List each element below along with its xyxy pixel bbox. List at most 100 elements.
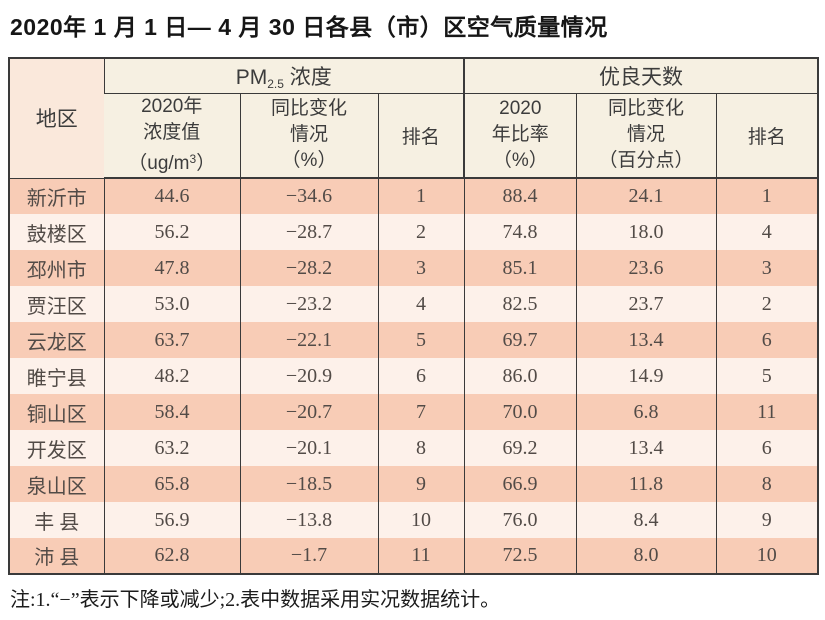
air-quality-table: 地区 PM2.5 浓度 优良天数 2020年 浓度值 （ug/m3） 同比变化 … bbox=[8, 57, 820, 575]
cell-good-change: 13.4 bbox=[575, 430, 717, 466]
table-row: 云龙区 63.7 −22.1 5 69.7 13.4 6 bbox=[9, 322, 819, 358]
cell-pm-rank: 3 bbox=[377, 250, 465, 286]
page-title: 2020年 1 月 1 日— 4 月 30 日各县（市）区空气质量情况 bbox=[10, 14, 608, 40]
cell-pm-rank: 1 bbox=[377, 178, 465, 214]
table-row: 鼓楼区 56.2 −28.7 2 74.8 18.0 4 bbox=[9, 214, 819, 250]
col-group-good-days: 优良天数 bbox=[463, 58, 819, 94]
cell-good-rank: 10 bbox=[715, 538, 819, 574]
col-group-pm25: PM2.5 浓度 bbox=[103, 58, 465, 94]
cell-pm-rank: 10 bbox=[377, 502, 465, 538]
cell-good-change: 8.0 bbox=[575, 538, 717, 574]
cell-good-change: 11.8 bbox=[575, 466, 717, 502]
cell-good-change: 23.6 bbox=[575, 250, 717, 286]
table-row: 新沂市 44.6 −34.6 1 88.4 24.1 1 bbox=[9, 178, 819, 214]
cell-pm-value: 47.8 bbox=[103, 250, 240, 286]
cell-pm-rank: 11 bbox=[377, 538, 465, 574]
cell-good-rank: 9 bbox=[715, 502, 819, 538]
cell-good-change: 14.9 bbox=[575, 358, 717, 394]
cell-pm-rank: 6 bbox=[377, 358, 465, 394]
col-header-pm-change: 同比变化 情况 （%） bbox=[239, 93, 378, 179]
cell-pm-change: −18.5 bbox=[239, 466, 378, 502]
cell-region: 丰 县 bbox=[34, 511, 80, 534]
cell-region: 云龙区 bbox=[26, 331, 87, 354]
cell-good-rate: 70.0 bbox=[463, 394, 577, 430]
cell-pm-change: −1.7 bbox=[239, 538, 378, 574]
cell-good-change: 13.4 bbox=[575, 322, 717, 358]
col-header-good-rate: 2020 年比率 （%） bbox=[463, 93, 577, 179]
cell-region: 贾汪区 bbox=[26, 295, 87, 318]
cell-region: 新沂市 bbox=[26, 187, 87, 210]
cell-region: 邳州市 bbox=[26, 259, 87, 282]
pm25-label: PM2.5 浓度 bbox=[235, 65, 332, 91]
col-header-pm-rank: 排名 bbox=[377, 93, 465, 179]
cell-region: 泉山区 bbox=[26, 475, 87, 498]
cell-good-rank: 3 bbox=[715, 250, 819, 286]
cell-pm-rank: 4 bbox=[377, 286, 465, 322]
cell-pm-rank: 9 bbox=[377, 466, 465, 502]
cell-region: 鼓楼区 bbox=[26, 223, 87, 246]
cell-region: 沛 县 bbox=[34, 547, 80, 569]
cell-good-rate: 76.0 bbox=[463, 502, 577, 538]
cell-pm-change: −28.2 bbox=[239, 250, 378, 286]
cell-region: 睢宁县 bbox=[26, 367, 87, 390]
table-body: 新沂市 44.6 −34.6 1 88.4 24.1 1 鼓楼区 56.2 −2… bbox=[9, 178, 819, 574]
cell-good-rate: 66.9 bbox=[463, 466, 577, 502]
cell-pm-change: −34.6 bbox=[239, 178, 378, 214]
cell-good-rank: 6 bbox=[715, 430, 819, 466]
col-header-pm-value: 2020年 浓度值 （ug/m3） bbox=[104, 93, 240, 179]
cell-good-rate: 88.4 bbox=[463, 178, 577, 214]
cell-good-rate: 85.1 bbox=[463, 250, 577, 286]
cell-good-change: 23.7 bbox=[575, 286, 717, 322]
table-row: 铜山区 58.4 −20.7 7 70.0 6.8 11 bbox=[9, 394, 819, 430]
table-row: 泉山区 65.8 −18.5 9 66.9 11.8 8 bbox=[9, 466, 819, 502]
cell-pm-value: 65.8 bbox=[103, 466, 240, 502]
cell-good-change: 6.8 bbox=[575, 394, 717, 430]
cell-good-rate: 74.8 bbox=[463, 214, 577, 250]
cell-pm-change: −13.8 bbox=[239, 502, 378, 538]
cell-pm-value: 62.8 bbox=[103, 538, 240, 574]
col-header-good-change: 同比变化 情况 （百分点） bbox=[575, 93, 717, 179]
cell-pm-value: 44.6 bbox=[103, 178, 240, 214]
cell-pm-value: 53.0 bbox=[103, 286, 240, 322]
cell-pm-change: −28.7 bbox=[239, 214, 378, 250]
cell-good-rate: 69.2 bbox=[463, 430, 577, 466]
cell-region: 铜山区 bbox=[26, 403, 87, 426]
cell-pm-rank: 8 bbox=[377, 430, 465, 466]
cell-good-rank: 2 bbox=[715, 286, 819, 322]
cell-pm-change: −20.1 bbox=[239, 430, 378, 466]
col-header-region: 地区 bbox=[9, 58, 104, 179]
table-row: 睢宁县 48.2 −20.9 6 86.0 14.9 5 bbox=[9, 358, 819, 394]
cell-good-rank: 1 bbox=[715, 178, 819, 214]
cell-region: 开发区 bbox=[26, 439, 87, 462]
cell-good-rate: 72.5 bbox=[463, 538, 577, 574]
table-row: 丰 县 56.9 −13.8 10 76.0 8.4 9 bbox=[9, 502, 819, 538]
cell-pm-rank: 7 bbox=[377, 394, 465, 430]
table-row: 沛 县 62.8 −1.7 11 72.5 8.0 10 bbox=[9, 538, 819, 574]
footnote: 注:1.“−”表示下降或减少;2.表中数据采用实况数据统计。 bbox=[10, 589, 501, 611]
cell-good-rate: 86.0 bbox=[463, 358, 577, 394]
cell-good-rank: 8 bbox=[715, 466, 819, 502]
table-row: 开发区 63.2 −20.1 8 69.2 13.4 6 bbox=[9, 430, 819, 466]
cell-pm-value: 63.7 bbox=[103, 322, 240, 358]
cell-good-change: 24.1 bbox=[575, 178, 717, 214]
col-header-good-rank: 排名 bbox=[715, 93, 819, 179]
cell-pm-change: −20.9 bbox=[239, 358, 378, 394]
cell-pm-change: −20.7 bbox=[239, 394, 378, 430]
cell-good-change: 18.0 bbox=[575, 214, 717, 250]
cell-pm-value: 58.4 bbox=[103, 394, 240, 430]
sub-header-row: 2020年 浓度值 （ug/m3） 同比变化 情况 （%） 排名 2020 年比… bbox=[9, 93, 819, 179]
cell-good-rate: 69.7 bbox=[463, 322, 577, 358]
cell-pm-value: 63.2 bbox=[103, 430, 240, 466]
cell-good-rate: 82.5 bbox=[463, 286, 577, 322]
table-header: 地区 PM2.5 浓度 优良天数 2020年 浓度值 （ug/m3） 同比变化 … bbox=[9, 58, 819, 179]
cell-good-change: 8.4 bbox=[575, 502, 717, 538]
cell-good-rank: 5 bbox=[715, 358, 819, 394]
cell-pm-rank: 2 bbox=[377, 214, 465, 250]
cell-pm-value: 56.2 bbox=[103, 214, 240, 250]
cell-pm-change: −23.2 bbox=[239, 286, 378, 322]
cell-good-rank: 11 bbox=[715, 394, 819, 430]
cell-good-rank: 4 bbox=[715, 214, 819, 250]
table-row: 贾汪区 53.0 −23.2 4 82.5 23.7 2 bbox=[9, 286, 819, 322]
table-row: 邳州市 47.8 −28.2 3 85.1 23.6 3 bbox=[9, 250, 819, 286]
